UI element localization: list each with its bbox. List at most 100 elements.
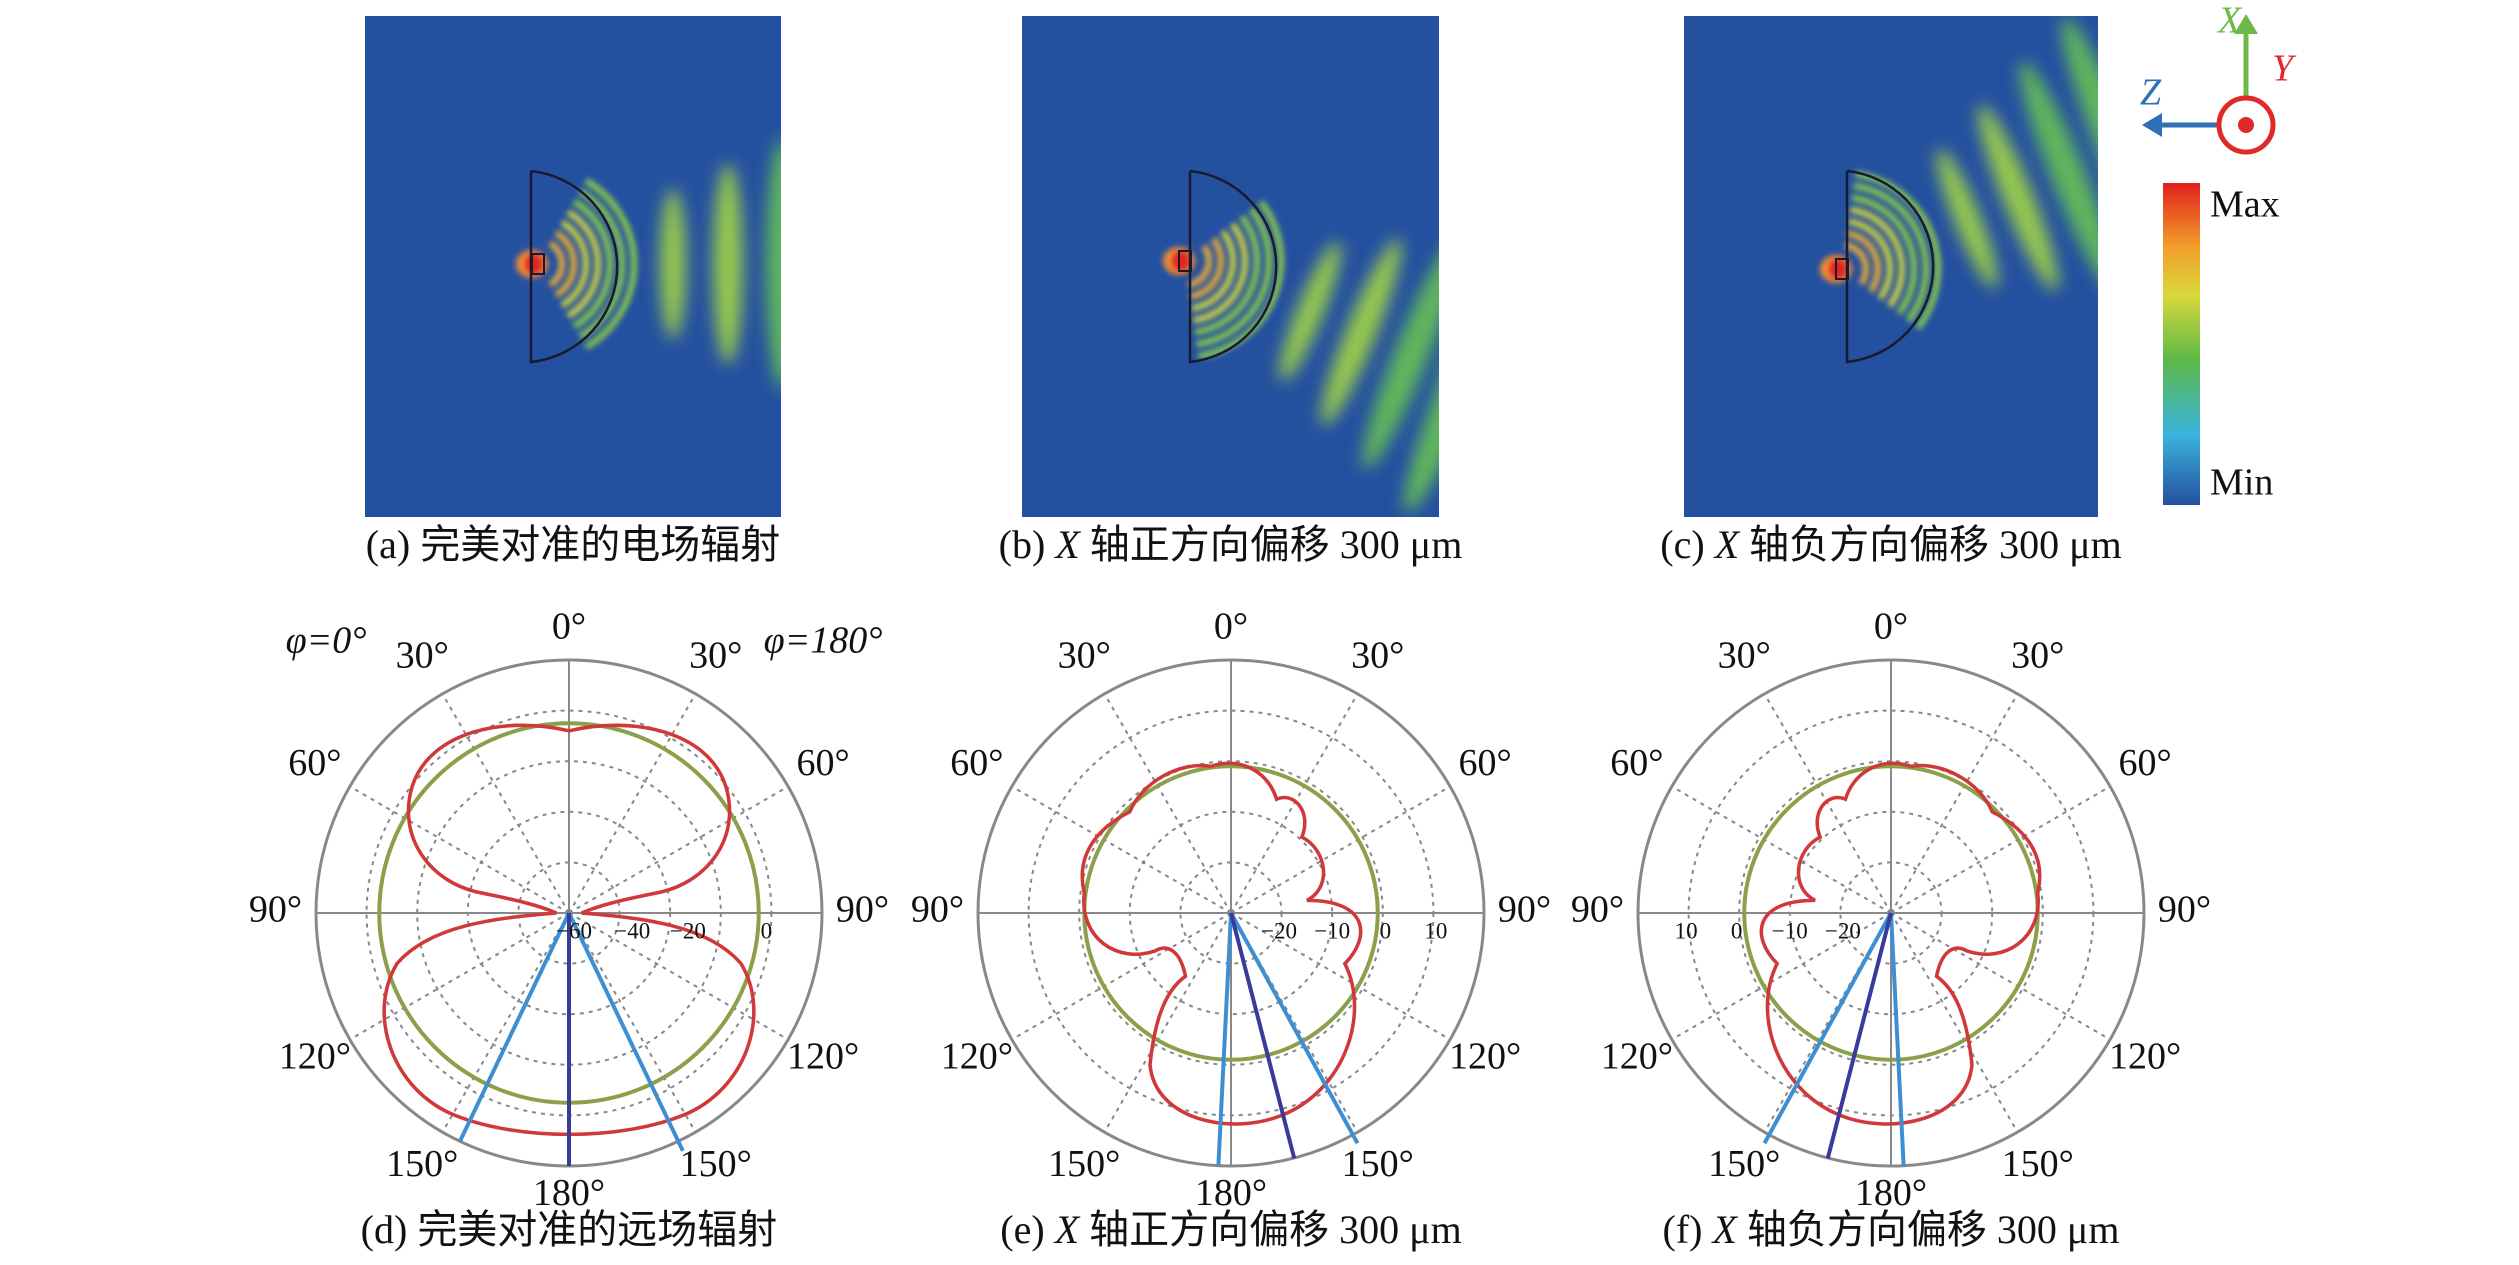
polar-spoke: [1103, 912, 1232, 1133]
x-label: X: [2216, 0, 2243, 42]
caption-text: 轴正方向偏移 300 μm: [1089, 1207, 1462, 1252]
angle-label: 180°: [1855, 1172, 1927, 1214]
angle-label: 150°: [1048, 1143, 1120, 1185]
source: [531, 253, 545, 275]
pattern-curve: [1080, 761, 1363, 1126]
field-map: [1022, 16, 1439, 517]
polar-spoke: [568, 693, 697, 914]
polar-frame: [976, 658, 1486, 1168]
caption-label: (c): [1660, 522, 1704, 567]
source: [1178, 250, 1192, 272]
field-map: [1684, 16, 2098, 517]
wavefront: [1194, 214, 1260, 336]
beam-line: [1229, 912, 1297, 1159]
z-arrowhead: [2142, 113, 2162, 137]
wave-lobe: [1978, 104, 2059, 291]
polar-spoke: [1230, 785, 1451, 914]
angle-label: 150°: [680, 1143, 752, 1185]
wavefront: [1196, 207, 1272, 348]
wavefront: [1844, 242, 1869, 286]
wavefront: [1846, 230, 1881, 294]
beam-line: [1825, 912, 1893, 1159]
x-arrowhead: [2234, 14, 2258, 34]
wavefront: [1189, 236, 1224, 300]
wavefront: [1191, 229, 1236, 312]
wave-lobe: [1321, 239, 1402, 426]
wave-lobe: [819, 114, 857, 414]
caption-axis: X: [1053, 1207, 1081, 1252]
wave-lobe: [1362, 236, 1439, 469]
wave-lobe: [660, 189, 686, 339]
angle-label: 60°: [288, 742, 341, 784]
wave-outer: [1279, 234, 1439, 513]
angle-label: 120°: [787, 1035, 859, 1077]
caption-label: (f): [1663, 1207, 1703, 1252]
polar-plot: 0° 30° 60° 90° 120° 150° 180° 150° 120° 90° 60° 30°…: [911, 605, 1551, 1214]
caption: (e) X 轴正方向偏移 300 μm: [1000, 1207, 1461, 1252]
caption-text: 轴正方向偏移 300 μm: [1090, 522, 1463, 567]
angle-label: 150°: [1342, 1143, 1414, 1185]
polar-spoke: [1890, 912, 2111, 1041]
polar-spoke: [349, 912, 570, 1041]
angle-label: 30°: [2011, 635, 2064, 677]
angle-label: 120°: [1601, 1035, 1673, 1077]
radial-label: −20: [1825, 919, 1861, 944]
radial-label: 0: [1731, 919, 1743, 944]
caption-label: (b): [999, 522, 1046, 567]
angle-label: 120°: [2109, 1035, 2181, 1077]
polar-spoke: [1103, 693, 1232, 914]
angle-label: 90°: [249, 889, 302, 931]
caption: (c) X 轴负方向偏移 300 μm: [1660, 522, 2121, 567]
angle-label: 30°: [1718, 635, 1771, 677]
wavefront: [548, 240, 565, 288]
lens-outline: [1845, 169, 1935, 364]
wave-outer: [1936, 17, 2098, 296]
beam-line: [1216, 912, 1233, 1167]
angle-label: 30°: [1351, 635, 1404, 677]
angle-label: 0°: [552, 605, 586, 647]
polar-spoke: [568, 912, 697, 1133]
field-map: [365, 16, 857, 517]
radial-label: −10: [1772, 919, 1808, 944]
polar-frame: [1636, 658, 2146, 1168]
angle-label: 30°: [689, 635, 742, 677]
beam-line: [1889, 912, 1906, 1167]
wavefront: [1849, 206, 1905, 308]
polar-spoke: [1671, 785, 1892, 914]
phi-label: φ=180°: [764, 620, 883, 662]
wavefront: [1187, 244, 1212, 288]
y-label: Y: [2272, 48, 2297, 90]
polar-spoke: [1890, 693, 2019, 914]
phi-label: φ=0°: [286, 620, 367, 662]
wavefront: [1192, 222, 1248, 324]
caption-text: 完美对准的远场辐射: [417, 1207, 777, 1252]
lens-outline: [529, 169, 619, 364]
radial-label: 0: [761, 919, 773, 944]
wave-inner: [1187, 200, 1284, 360]
wave-lobe: [2019, 61, 2098, 294]
wave-lobe: [713, 164, 743, 364]
radial-label: −20: [1261, 919, 1297, 944]
polar-spoke: [1011, 785, 1232, 914]
caption: (b) X 轴正方向偏移 300 μm: [999, 522, 1463, 567]
caption-label: (a): [366, 522, 410, 567]
polar-plot: 0° 30° 60° 90° 120° 150° 180° 150° 120° 90° 60° 30°…: [1571, 605, 2211, 1214]
caption-text: 轴负方向偏移 300 μm: [1747, 1207, 2120, 1252]
caption-text: 轴负方向偏移 300 μm: [1749, 522, 2122, 567]
colorbar-max: Max: [2210, 184, 2280, 226]
wavefront: [554, 230, 577, 298]
beam-line: [458, 912, 571, 1142]
caption-axis: X: [1713, 522, 1741, 567]
polar-spoke: [1890, 785, 2111, 914]
angle-label: 60°: [1610, 742, 1663, 784]
lens-outline: [1188, 169, 1278, 364]
wave-lobe: [1936, 148, 1998, 289]
radial-label: −40: [614, 919, 650, 944]
polar-spoke: [568, 785, 789, 914]
polar-spoke: [1011, 912, 1232, 1041]
wave-outer: [660, 114, 857, 414]
pattern-curve: [1759, 761, 2042, 1126]
angle-label: 120°: [279, 1035, 351, 1077]
caption: (d) 完美对准的远场辐射: [361, 1207, 778, 1252]
